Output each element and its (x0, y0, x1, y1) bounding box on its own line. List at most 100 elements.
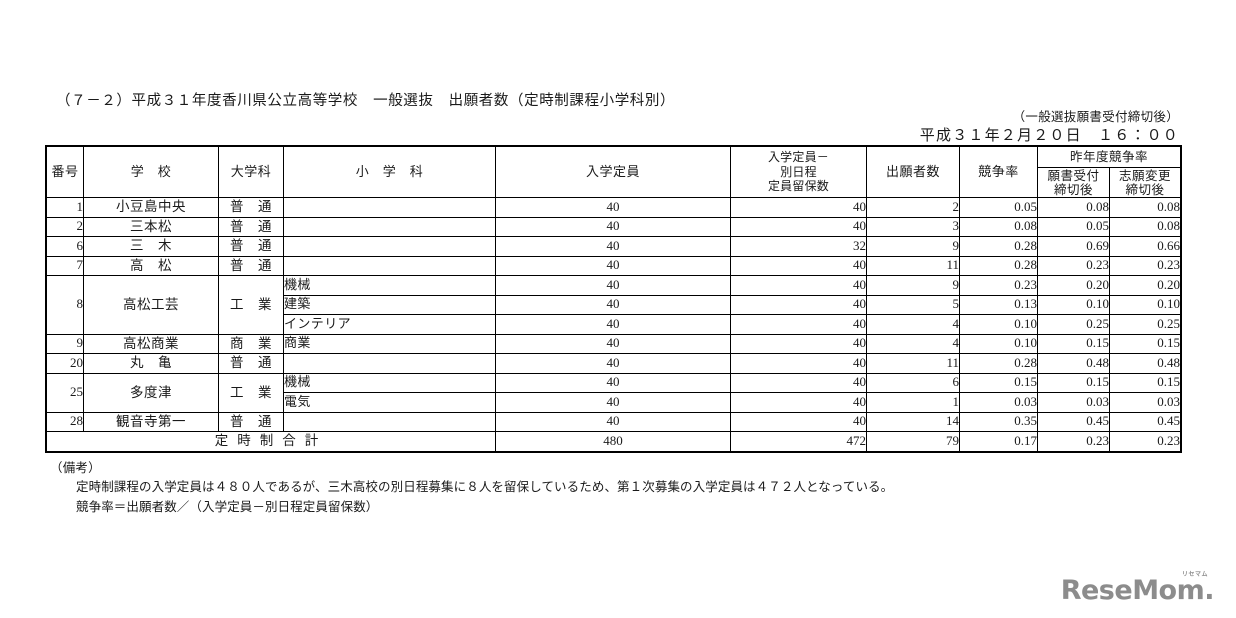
cell-applicants: 14 (866, 411, 960, 432)
cell-capacity: 40 (495, 236, 731, 257)
cell-prev-change: 0.10 (1108, 294, 1182, 315)
cell-applicants: 4 (866, 333, 960, 354)
page-title: （７－２）平成３１年度香川県公立高等学校 一般選抜 出願者数（定時制課程小学科別… (56, 93, 676, 109)
cell-ratio: 0.10 (959, 333, 1038, 354)
cell-subdept: 機械 (283, 275, 496, 296)
table-row: 1 小豆島中央普 通 40 40 2 0.05 0.08 0.08 (46, 197, 1182, 218)
table-row: インテリア 40 40 4 0.10 0.25 0.25 (47, 314, 1182, 335)
cell-capacity-reserved: 40 (730, 294, 867, 315)
cell-subdept (283, 197, 496, 218)
cell-school: 多度津 (83, 372, 219, 413)
cell-school: 小豆島中央 (83, 197, 219, 218)
cell-applicants: 9 (866, 275, 960, 296)
resemom-logo-text: ReseMom. (1060, 575, 1215, 606)
cell-total-capacity: 480 (495, 431, 731, 452)
prev-change-line2: 締切後 (1125, 182, 1165, 197)
cell-prev-application: 0.69 (1037, 236, 1110, 257)
cell-capacity: 40 (495, 294, 731, 315)
cell-applicants: 4 (866, 314, 960, 335)
cell-id: 2 (46, 216, 84, 237)
cell-dept: 工 業 (218, 372, 284, 413)
cell-capacity-reserved: 40 (730, 275, 867, 296)
cell-ratio: 0.13 (959, 294, 1038, 315)
table-body: 1 小豆島中央普 通 40 40 2 0.05 0.08 0.08 2 三本松普 通 40 40 3 0.… (46, 197, 1182, 452)
col-header-capacity: 入学定員 (495, 146, 731, 198)
prev-change-line1: 志願変更 (1119, 168, 1172, 183)
col-header-capacity-reserved: 入学定員－ 別日程 定員留保数 (730, 146, 867, 198)
cell-capacity: 40 (495, 333, 731, 354)
cell-total-label: 定時制合計 (46, 431, 496, 452)
cell-dept: 工 業 (218, 275, 284, 335)
table-row: 8 高松工芸工 業機械 40 40 9 0.23 0.20 0.20 (46, 275, 1182, 335)
cell-capacity-reserved: 40 (730, 353, 867, 374)
cell-capacity: 40 (495, 314, 731, 335)
cell-prev-change: 0.08 (1108, 216, 1182, 237)
cell-prev-application: 0.48 (1037, 353, 1110, 374)
cell-applicants: 1 (866, 392, 960, 413)
cell-subdept: 建築 (283, 294, 496, 315)
cell-prev-application: 0.20 (1037, 275, 1110, 296)
cell-dept: 普 通 (218, 411, 284, 432)
cell-prev-application: 0.23 (1037, 255, 1110, 276)
cell-ratio: 0.10 (959, 314, 1038, 335)
cell-capacity-reserved: 40 (730, 255, 867, 276)
cell-id: 28 (46, 411, 84, 432)
col-header-prev-group: 昨年度競争率 (1036, 145, 1182, 169)
cell-capacity: 40 (495, 255, 731, 276)
cell-prev-application: 0.45 (1037, 411, 1110, 432)
cell-dept: 普 通 (218, 197, 284, 218)
header-row-1: 番号 学 校 大学科 小 学 科 入学定員 入学定員－ 別日程 定員留保数 出願… (46, 145, 1182, 198)
col-header-prev-change: 志願変更 締切後 (1108, 167, 1182, 198)
cell-ratio: 0.23 (959, 275, 1038, 296)
cell-ratio: 0.28 (959, 353, 1038, 374)
cell-capacity: 40 (495, 353, 731, 374)
cell-capacity-reserved: 40 (730, 333, 867, 354)
resemom-logo-ruby: リセマム (1181, 572, 1208, 578)
applicants-table-wrapper: 番号 学 校 大学科 小 学 科 入学定員 入学定員－ 別日程 定員留保数 出願… (44, 145, 1183, 453)
cell-prev-application: 0.05 (1037, 216, 1110, 237)
table-row: 28 観音寺第一普 通 40 40 14 0.35 0.45 0.45 (46, 411, 1182, 432)
cell-id: 7 (46, 255, 84, 276)
notes-section: （備考） 定時制課程の入学定員は４８０人であるが、三木高校の別日程募集に８人を留… (50, 459, 893, 517)
cell-ratio: 0.28 (959, 236, 1038, 257)
cell-prev-application: 0.25 (1037, 314, 1110, 335)
cell-subdept (283, 216, 496, 237)
cell-capacity: 40 (495, 372, 731, 393)
notes-line-2: 競争率＝出願者数／（入学定員－別日程定員留保数） (76, 499, 379, 514)
col-header-id: 番号 (46, 146, 84, 198)
cell-capacity: 40 (495, 275, 731, 296)
cell-total-prev-change: 0.23 (1108, 431, 1182, 452)
cell-capacity: 40 (495, 197, 731, 218)
cell-prev-application: 0.15 (1037, 372, 1110, 393)
cell-ratio: 0.28 (959, 255, 1038, 276)
cell-id: 6 (46, 236, 84, 257)
table-row: 25 多度津工 業機械 40 40 6 0.15 0.15 0.15 (46, 372, 1182, 413)
cell-dept: 商 業 (218, 333, 284, 354)
cell-id: 25 (46, 372, 84, 413)
cell-capacity-reserved: 40 (730, 392, 867, 413)
cell-school: 高松工芸 (83, 275, 219, 335)
cell-applicants: 5 (866, 294, 960, 315)
cell-school: 丸 亀 (83, 353, 219, 374)
cell-applicants: 9 (866, 236, 960, 257)
cell-capacity-reserved: 40 (730, 411, 867, 432)
header-row-2: 願書受付 締切後 志願変更 締切後 (47, 167, 1182, 198)
cell-applicants: 11 (866, 353, 960, 374)
cell-ratio: 0.35 (959, 411, 1038, 432)
cell-applicants: 2 (866, 197, 960, 218)
cell-applicants: 3 (866, 216, 960, 237)
cell-capacity: 40 (495, 411, 731, 432)
cell-capacity: 40 (495, 392, 731, 413)
cell-school: 観音寺第一 (83, 411, 219, 432)
col-header-applicants: 出願者数 (866, 146, 960, 198)
cell-subdept (283, 236, 496, 257)
cell-subdept: 電気 (283, 392, 496, 413)
table-row: 建築 40 40 5 0.13 0.10 0.10 (47, 294, 1182, 315)
capacity-reserved-line3: 定員留保数 (767, 179, 829, 194)
col-header-ratio: 競争率 (959, 146, 1038, 198)
cell-total-capacity-reserved: 472 (730, 431, 867, 452)
cell-ratio: 0.05 (959, 197, 1038, 218)
cell-school: 三 木 (83, 236, 219, 257)
cell-dept: 普 通 (218, 236, 284, 257)
